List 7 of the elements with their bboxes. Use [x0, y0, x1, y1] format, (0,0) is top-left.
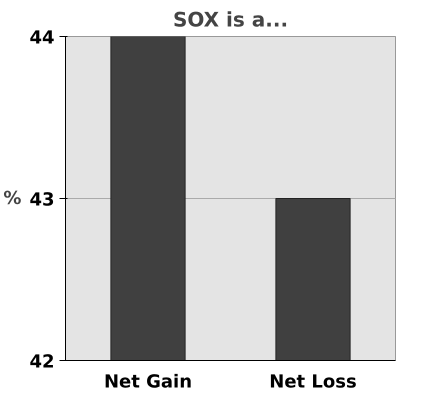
x-tick-label: Net Loss	[269, 372, 357, 392]
y-tick-label: 42	[29, 352, 55, 372]
y-axis-title: %	[3, 188, 22, 209]
y-tick-label: 43	[29, 190, 55, 210]
y-tick-label: 44	[29, 28, 55, 48]
chart-title: SOX is a...	[172, 8, 288, 32]
x-tick-label: Net Gain	[104, 372, 192, 392]
